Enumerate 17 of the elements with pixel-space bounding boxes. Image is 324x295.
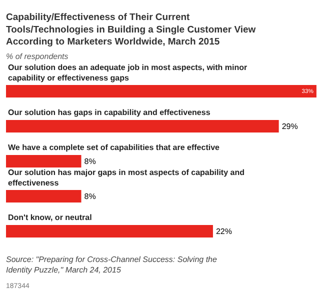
data-label: 8% — [84, 192, 96, 201]
bar — [6, 190, 82, 203]
chart-subtitle: % of respondents — [6, 52, 68, 61]
y-tick-label: We have a complete set of capabilities that are effective — [8, 143, 220, 152]
y-tick-label: Don't know, or neutral — [8, 213, 92, 222]
bar — [6, 84, 316, 98]
y-tick-label: Our solution has gaps in capability and effectiveness — [8, 108, 211, 117]
chart-title: Capability/Effectiveness of Their Current Tools/Technologies in Building a Single Customer View According to Marketers Worldwide, March 2015 — [6, 12, 256, 48]
bar — [6, 120, 279, 133]
data-label: 8% — [84, 156, 96, 166]
source-note: Source: "Preparing for Cross-Channel Success: Solving the Identity Puzzle," March 24, 2015 — [6, 255, 218, 274]
y-tick-label: Our solution has major gaps in most aspects of capability and effectiveness — [8, 168, 245, 188]
y-tick-label: Our solution does an adequate job in most aspects, with minor capability or effectiveness gaps — [8, 63, 248, 82]
data-label: 22% — [216, 226, 232, 236]
bar — [6, 154, 82, 168]
bar — [6, 224, 213, 238]
data-label: 29% — [282, 122, 298, 131]
